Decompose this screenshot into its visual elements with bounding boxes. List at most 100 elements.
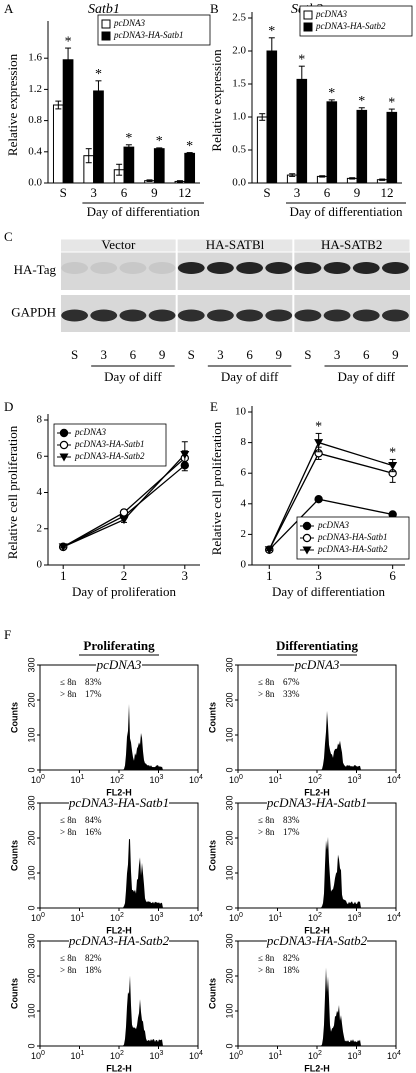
group-axis-label: Day of diff: [221, 369, 279, 384]
x-tick-label: S: [263, 185, 270, 200]
histogram-frame: [237, 664, 397, 771]
histogram-title: pcDNA3: [294, 657, 340, 672]
panel-label: F: [4, 627, 11, 642]
x-tick-label: 104: [387, 1050, 401, 1062]
blot-band: [207, 309, 234, 322]
legend-label: pcDNA3-HA-Satb1: [74, 439, 145, 449]
y-axis-label: Counts: [9, 978, 19, 1009]
tick-base: 10: [387, 775, 397, 785]
y-tick-label: 300: [224, 657, 234, 672]
blot-band: [352, 262, 380, 274]
tick-exponent: 4: [199, 912, 203, 919]
significance-mark: *: [156, 134, 163, 149]
tick-base: 10: [31, 775, 41, 785]
tick-base: 10: [31, 913, 41, 923]
y-tick-label: 8: [241, 436, 247, 448]
histogram-frame: [237, 940, 397, 1047]
x-tick-label: 1: [60, 568, 67, 583]
tick-base: 10: [31, 1051, 41, 1061]
y-tick-label: 200: [224, 830, 234, 845]
legend-label: pcDNA3: [317, 520, 349, 530]
x-axis-label: Day of differentiation: [289, 204, 403, 219]
y-tick-label: 0: [224, 767, 234, 772]
tick-exponent: 1: [279, 1050, 283, 1057]
tick-exponent: 2: [318, 912, 322, 919]
tick-exponent: 1: [81, 912, 85, 919]
legend-label: pcDNA3: [74, 427, 106, 437]
blot-band: [61, 262, 88, 274]
tick-base: 10: [189, 775, 199, 785]
x-axis-label: FL2-H: [106, 787, 132, 797]
y-tick-label: 8: [37, 414, 43, 426]
blot-band: [265, 309, 293, 322]
x-tick-label: 1: [266, 568, 273, 583]
title-bg: [69, 935, 169, 947]
panel-label: B: [210, 1, 219, 16]
tick-exponent: 4: [199, 1050, 203, 1057]
blot-band: [177, 262, 205, 274]
group-label: HA-SATB2: [321, 237, 382, 252]
x-tick-label: 104: [387, 774, 401, 786]
tick-exponent: 0: [239, 774, 243, 781]
bar: [153, 148, 165, 184]
tick-exponent: 3: [358, 774, 362, 781]
significance-mark: *: [65, 34, 72, 49]
gate-share: 83%: [85, 677, 102, 687]
tick-exponent: 2: [120, 774, 124, 781]
y-tick-label: 300: [224, 933, 234, 948]
blot-band: [90, 309, 118, 322]
gate-share: 18%: [85, 965, 102, 975]
data-point: [388, 462, 398, 471]
tick-exponent: 3: [160, 1050, 164, 1057]
x-tick-label: 102: [308, 774, 322, 786]
y-tick-label: 200: [26, 830, 36, 845]
blot-band: [323, 309, 351, 322]
y-tick-label: 1.5: [232, 78, 246, 90]
legend-marker: [302, 533, 312, 543]
blot-band: [119, 262, 147, 274]
tick-base: 10: [387, 913, 397, 923]
x-tick-label: 101: [71, 1050, 85, 1062]
y-tick-label: 300: [26, 795, 36, 810]
blot-row-label: GAPDH: [11, 304, 56, 319]
y-axis-label: Counts: [9, 840, 19, 871]
x-tick-label: 3: [90, 185, 97, 200]
y-tick-label: 200: [26, 692, 36, 707]
title-bg: [267, 797, 367, 809]
lane-label: 6: [246, 347, 253, 362]
blot-band: [382, 309, 409, 322]
gate-share: 18%: [283, 965, 300, 975]
tick-exponent: 3: [358, 1050, 362, 1057]
tick-base: 10: [308, 913, 318, 923]
blot-band: [323, 262, 351, 274]
y-tick-label: 0: [224, 905, 234, 910]
gate-label: > 8n: [258, 965, 275, 975]
y-tick-label: 300: [26, 933, 36, 948]
y-tick-label: 0.0: [232, 177, 246, 189]
x-axis-label: FL2-H: [304, 925, 330, 935]
blot-band: [236, 262, 263, 274]
histogram-frame: [39, 802, 199, 909]
lane-label: 3: [217, 347, 224, 362]
data-point: [264, 546, 274, 555]
y-axis-label: Counts: [207, 840, 217, 871]
chart-title: Satb1: [88, 2, 120, 17]
data-point: [58, 543, 68, 552]
y-tick-label: 0: [224, 1043, 234, 1048]
blot-band: [207, 262, 234, 274]
data-point: [180, 450, 190, 459]
histogram-title: pcDNA3: [96, 657, 142, 672]
group-label: HA-SATBl: [206, 237, 265, 252]
lane-label: S: [71, 347, 78, 362]
bar: [326, 101, 338, 184]
tick-exponent: 4: [199, 774, 203, 781]
y-tick-label: 0.5: [232, 144, 246, 156]
tick-base: 10: [269, 1051, 279, 1061]
blot-band: [148, 309, 176, 322]
bar: [62, 59, 74, 184]
x-tick-label: 100: [229, 912, 243, 924]
gate-share: 33%: [283, 689, 300, 699]
x-axis-label: FL2-H: [304, 1063, 330, 1073]
tick-exponent: 4: [397, 774, 401, 781]
lane-label: 9: [276, 347, 283, 362]
